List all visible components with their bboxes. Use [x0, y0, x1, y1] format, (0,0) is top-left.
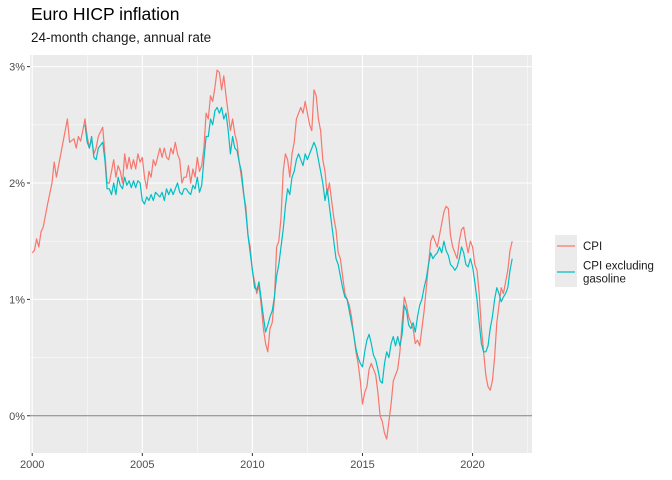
y-tick-label: 3%: [9, 62, 25, 74]
legend-label: gasoline: [583, 274, 626, 286]
x-tick-label: 2020: [460, 459, 484, 471]
legend-label: CPI: [583, 241, 602, 253]
x-tick-label: 2005: [130, 459, 154, 471]
chart-subtitle: 24-month change, annual rate: [31, 30, 212, 45]
y-tick-label: 2%: [9, 178, 25, 190]
x-tick-label: 2015: [350, 459, 374, 471]
y-tick-label: 1%: [9, 294, 25, 306]
x-tick-label: 2010: [240, 459, 264, 471]
x-axis: 2000 2005 2010 2015 2020: [20, 453, 485, 471]
minor-gridlines: [30, 55, 532, 453]
y-tick-label: 0%: [9, 411, 25, 423]
series-line-cpi-excluding-gasoline: [84, 106, 513, 384]
series-lines: [31, 69, 513, 440]
chart-title: Euro HICP inflation: [31, 4, 180, 24]
series-line-cpi: [31, 69, 513, 440]
legend-label: CPI excluding: [583, 261, 654, 273]
plot-panel: [30, 55, 532, 453]
y-axis: 0% 1% 2% 3%: [9, 62, 30, 423]
x-tick-label: 2000: [20, 459, 44, 471]
